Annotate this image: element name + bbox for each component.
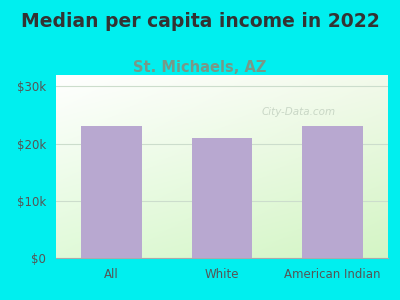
Bar (192, 138, 252, 258)
Text: St. Michaels, AZ: St. Michaels, AZ (133, 60, 267, 75)
Text: Median per capita income in 2022: Median per capita income in 2022 (21, 12, 379, 31)
Bar (81, 127, 142, 258)
Text: City-Data.com: City-Data.com (261, 106, 336, 117)
Bar (302, 127, 363, 258)
